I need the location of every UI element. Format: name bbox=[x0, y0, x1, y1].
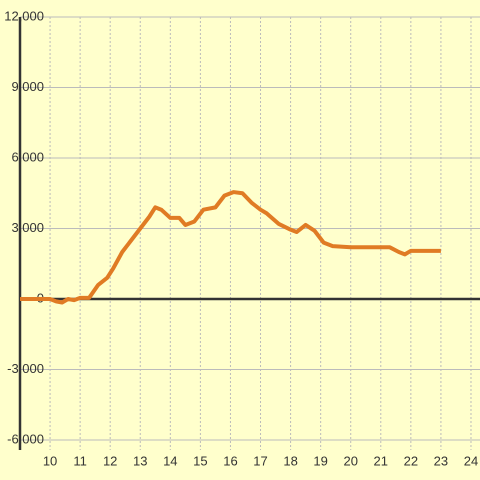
line bbox=[20, 190, 441, 305]
y-tick-label: 9,000 bbox=[11, 79, 44, 94]
x-tick-label: 20 bbox=[343, 453, 357, 468]
x-tick-label: 12 bbox=[103, 453, 117, 468]
x-tick-label: 14 bbox=[163, 453, 177, 468]
x-tick-label: 23 bbox=[434, 453, 448, 468]
x-tick-label: 17 bbox=[253, 453, 267, 468]
x-tick-label: 18 bbox=[283, 453, 297, 468]
x-tick-label: 10 bbox=[43, 453, 57, 468]
y-tick-label: -3,000 bbox=[7, 361, 44, 376]
x-tick-label: 16 bbox=[223, 453, 237, 468]
y-tick-label: 12,000 bbox=[4, 8, 44, 23]
x-tick-label: 19 bbox=[313, 453, 327, 468]
x-tick-label: 15 bbox=[193, 453, 207, 468]
x-tick-label: 13 bbox=[133, 453, 147, 468]
y-tick-label: 6,000 bbox=[11, 149, 44, 164]
y-tick-label: -6,000 bbox=[7, 431, 44, 446]
x-tick-label: 24 bbox=[464, 453, 478, 468]
x-tick-label: 22 bbox=[404, 453, 418, 468]
y-tick-label: 3,000 bbox=[11, 220, 44, 235]
x-tick-label: 11 bbox=[73, 453, 87, 468]
x-tick-label: 21 bbox=[374, 453, 388, 468]
